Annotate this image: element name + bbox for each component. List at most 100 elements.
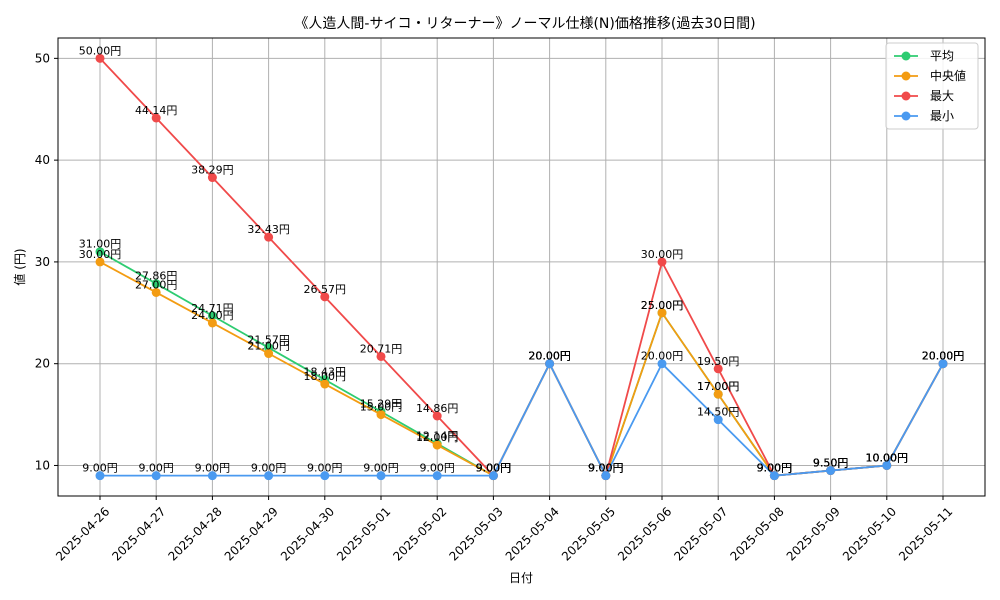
- data-point: [207, 318, 217, 328]
- data-point: [207, 471, 217, 481]
- data-label: 20.00円: [528, 350, 571, 363]
- data-label: 20.00円: [922, 350, 965, 363]
- data-label: 15.00円: [360, 401, 403, 414]
- data-label: 32.43円: [247, 223, 290, 236]
- y-tick-label: 30: [35, 255, 50, 269]
- data-label: 20.71円: [360, 342, 403, 355]
- data-point: [151, 287, 161, 297]
- data-label: 9.00円: [476, 462, 512, 475]
- data-label: 18.43円: [304, 366, 347, 379]
- data-label: 9.00円: [588, 462, 624, 475]
- legend-marker: [901, 71, 911, 81]
- x-axis-title: 日付: [509, 571, 533, 585]
- data-point: [882, 460, 892, 470]
- data-label: 31.00円: [79, 238, 122, 251]
- data-label: 44.14円: [135, 104, 178, 117]
- data-label: 20.00円: [922, 350, 965, 363]
- data-point: [376, 351, 386, 361]
- data-point: [545, 359, 555, 369]
- data-point: [95, 247, 105, 257]
- y-tick-label: 50: [35, 51, 50, 65]
- data-point: [376, 471, 386, 481]
- chart-title: 《人造人間-サイコ・リターナー》ノーマル仕様(N)価格推移(過去30日間): [294, 16, 755, 32]
- legend-label: 平均: [930, 49, 954, 63]
- data-label: 10.00円: [866, 451, 909, 464]
- data-label: 25.00円: [641, 299, 684, 312]
- data-labels: 31.00円 27.86円 24.71円 21.57円 18.43円 15.29円 12.1…: [79, 44, 965, 474]
- data-label: 30.00円: [641, 248, 684, 261]
- data-label: 20.00円: [922, 350, 965, 363]
- data-label: 27.00円: [135, 278, 178, 291]
- series-line: [100, 361, 944, 478]
- legend-label: 中央値: [930, 68, 966, 83]
- data-label: 9.50円: [813, 457, 849, 470]
- data-point: [713, 415, 723, 425]
- data-point: [488, 471, 498, 481]
- legend-marker: [901, 91, 911, 101]
- grid-lines: [58, 38, 985, 496]
- data-label: 9.00円: [476, 462, 512, 475]
- series-lines: [95, 53, 948, 481]
- data-point: [601, 471, 611, 481]
- data-label: 9.00円: [588, 462, 624, 475]
- data-label: 9.00円: [82, 462, 118, 475]
- data-label: 9.00円: [757, 462, 793, 475]
- data-point: [826, 466, 836, 476]
- data-label: 9.00円: [307, 462, 343, 475]
- data-label: 17.00円: [697, 380, 740, 393]
- data-label: 9.00円: [251, 462, 287, 475]
- data-label: 20.00円: [641, 350, 684, 363]
- data-point: [320, 379, 330, 389]
- plot-frame: [57, 37, 986, 497]
- y-tick-label: 20: [35, 357, 50, 371]
- y-tick-label: 40: [35, 153, 50, 167]
- data-point: [320, 471, 330, 481]
- data-point: [938, 359, 948, 369]
- data-label: 30.00円: [79, 248, 122, 261]
- data-label: 20.00円: [528, 350, 571, 363]
- data-label: 14.86円: [416, 402, 459, 415]
- data-label: 24.71円: [191, 302, 234, 315]
- data-point: [264, 232, 274, 242]
- data-label: 20.00円: [922, 350, 965, 363]
- data-label: 38.29円: [191, 164, 234, 177]
- data-point: [657, 359, 667, 369]
- legend-marker: [901, 111, 911, 121]
- data-label: 21.57円: [247, 334, 290, 347]
- data-label: 9.00円: [476, 462, 512, 475]
- data-point: [657, 308, 667, 318]
- y-tick-label: 10: [35, 458, 50, 472]
- data-point: [657, 257, 667, 267]
- data-label: 20.00円: [528, 350, 571, 363]
- data-label: 10.00円: [866, 451, 909, 464]
- legend-marker: [901, 51, 911, 61]
- data-point: [151, 279, 161, 289]
- data-point: [207, 173, 217, 183]
- data-label: 9.50円: [813, 457, 849, 470]
- data-label: 9.00円: [588, 462, 624, 475]
- data-point: [95, 53, 105, 63]
- data-label: 9.00円: [419, 462, 455, 475]
- data-label: 9.00円: [757, 462, 793, 475]
- data-point: [769, 471, 779, 481]
- data-label: 24.00円: [191, 309, 234, 322]
- data-point: [151, 113, 161, 123]
- data-label: 9.00円: [363, 462, 399, 475]
- data-point: [713, 389, 723, 399]
- data-point: [264, 471, 274, 481]
- data-label: 12.14円: [416, 430, 459, 443]
- data-label: 10.00円: [866, 451, 909, 464]
- legend-box: [885, 42, 979, 130]
- data-label: 9.00円: [476, 462, 512, 475]
- data-point: [713, 364, 723, 374]
- data-point: [151, 471, 161, 481]
- data-label: 9.00円: [588, 462, 624, 475]
- data-point: [95, 257, 105, 267]
- legend-label: 最大: [930, 89, 954, 103]
- data-label: 21.00円: [247, 340, 290, 353]
- data-label: 15.29円: [360, 398, 403, 411]
- data-label: 9.50円: [813, 457, 849, 470]
